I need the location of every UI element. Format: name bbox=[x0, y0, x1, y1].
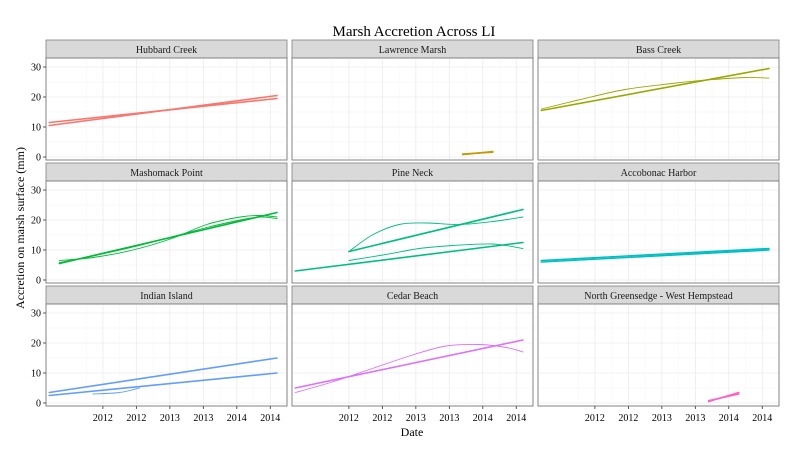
y-tick-label: 20 bbox=[31, 93, 41, 104]
smooth-curve bbox=[540, 77, 770, 110]
smooth-curve bbox=[348, 216, 524, 252]
x-tick-label: 2014 bbox=[473, 413, 493, 424]
trend-line bbox=[48, 97, 278, 124]
panel-border bbox=[45, 180, 288, 284]
x-tick-label: 2014 bbox=[227, 413, 247, 424]
strip-label: Bass Creek bbox=[636, 45, 681, 56]
panel-border bbox=[291, 57, 534, 161]
y-axis-label: Accretion on marsh surface (mm) bbox=[13, 147, 27, 309]
facet-panel: North Greensedge - West Hempstead 2012 201… bbox=[537, 285, 780, 424]
x-tick-label: 2013 bbox=[160, 413, 180, 424]
x-tick-label: 2012 bbox=[93, 413, 113, 424]
facet-panel: Lawrence Marsh bbox=[291, 39, 534, 161]
panel-background bbox=[291, 57, 534, 161]
x-tick-label: 2012 bbox=[339, 413, 359, 424]
panel-border bbox=[291, 303, 534, 407]
y-tick-label: 10 bbox=[31, 246, 41, 257]
trend-line bbox=[48, 357, 278, 394]
y-tick-label: 20 bbox=[31, 216, 41, 227]
x-tick-label: 2013 bbox=[439, 413, 459, 424]
x-tick-label: 2014 bbox=[260, 413, 280, 424]
panel-border bbox=[45, 303, 288, 407]
strip-label: Hubbard Creek bbox=[136, 45, 197, 56]
panel-border bbox=[291, 180, 534, 284]
smooth-curve bbox=[58, 216, 278, 264]
trend-line bbox=[294, 339, 524, 389]
panel-border bbox=[537, 303, 780, 407]
trend-line bbox=[540, 249, 770, 263]
y-tick-label: 10 bbox=[31, 369, 41, 380]
facet-panel: Hubbard Creek 0 10 20 30 bbox=[31, 39, 288, 164]
x-tick-label: 2014 bbox=[719, 413, 739, 424]
strip-label: Indian Island bbox=[140, 291, 193, 302]
panel-background bbox=[45, 180, 288, 284]
trend-line bbox=[461, 151, 494, 155]
y-tick-label: 0 bbox=[36, 276, 41, 287]
strip-label: Cedar Beach bbox=[387, 291, 438, 302]
x-tick-label: 2012 bbox=[585, 413, 605, 424]
smooth-curve bbox=[348, 243, 524, 261]
trend-line bbox=[348, 208, 524, 253]
panel-border bbox=[537, 180, 780, 284]
x-tick-label: 2012 bbox=[372, 413, 392, 424]
y-tick-label: 30 bbox=[31, 63, 41, 74]
facet-panel: Bass Creek bbox=[537, 39, 780, 161]
trend-line bbox=[540, 247, 770, 262]
facet-panel: Accobonac Harbor bbox=[537, 162, 780, 284]
x-tick-label: 2012 bbox=[618, 413, 638, 424]
panel-border bbox=[45, 57, 288, 161]
strip-label: Pine Neck bbox=[392, 168, 433, 179]
y-tick-label: 30 bbox=[31, 186, 41, 197]
facet-panel: Cedar Beach 2012 2012 2013 2013 2014 2014 bbox=[291, 285, 534, 424]
trend-line bbox=[48, 372, 278, 397]
smooth-curve bbox=[92, 387, 141, 395]
panel-background bbox=[537, 303, 780, 407]
x-axis-label: Date bbox=[401, 425, 424, 439]
strip-label: Accobonac Harbor bbox=[621, 168, 697, 179]
panel-background bbox=[45, 57, 288, 161]
strip-label: North Greensedge - West Hempstead bbox=[584, 291, 732, 302]
x-tick-label: 2013 bbox=[652, 413, 672, 424]
smooth-curve bbox=[294, 343, 524, 393]
x-tick-label: 2014 bbox=[752, 413, 772, 424]
strip-label: Mashomack Point bbox=[130, 168, 203, 179]
smooth-curve bbox=[58, 215, 278, 261]
facet-panel: Mashomack Point 0 10 20 30 bbox=[31, 162, 288, 287]
x-tick-label: 2014 bbox=[506, 413, 526, 424]
trend-line bbox=[707, 393, 740, 402]
facet-panels: Hubbard Creek 0 10 20 30 Lawrence Marsh Bass C… bbox=[31, 39, 780, 424]
trend-line bbox=[540, 67, 770, 112]
y-tick-label: 0 bbox=[36, 153, 41, 164]
x-tick-label: 2013 bbox=[685, 413, 705, 424]
x-tick-label: 2012 bbox=[126, 413, 146, 424]
trend-line bbox=[294, 241, 524, 272]
panel-background bbox=[537, 180, 780, 284]
y-tick-label: 20 bbox=[31, 339, 41, 350]
y-tick-label: 10 bbox=[31, 123, 41, 134]
y-tick-label: 0 bbox=[36, 399, 41, 410]
x-tick-label: 2013 bbox=[193, 413, 213, 424]
strip-label: Lawrence Marsh bbox=[379, 45, 446, 56]
facet-panel: Pine Neck bbox=[291, 162, 534, 284]
facet-panel: Indian Island 0 10 20 30 2012 2012 2013 2013 2014… bbox=[31, 285, 288, 424]
y-tick-label: 30 bbox=[31, 309, 41, 320]
panel-background bbox=[291, 180, 534, 284]
x-tick-label: 2013 bbox=[406, 413, 426, 424]
panel-background bbox=[45, 303, 288, 407]
panel-border bbox=[537, 57, 780, 161]
chart-title: Marsh Accretion Across LI bbox=[333, 24, 496, 40]
